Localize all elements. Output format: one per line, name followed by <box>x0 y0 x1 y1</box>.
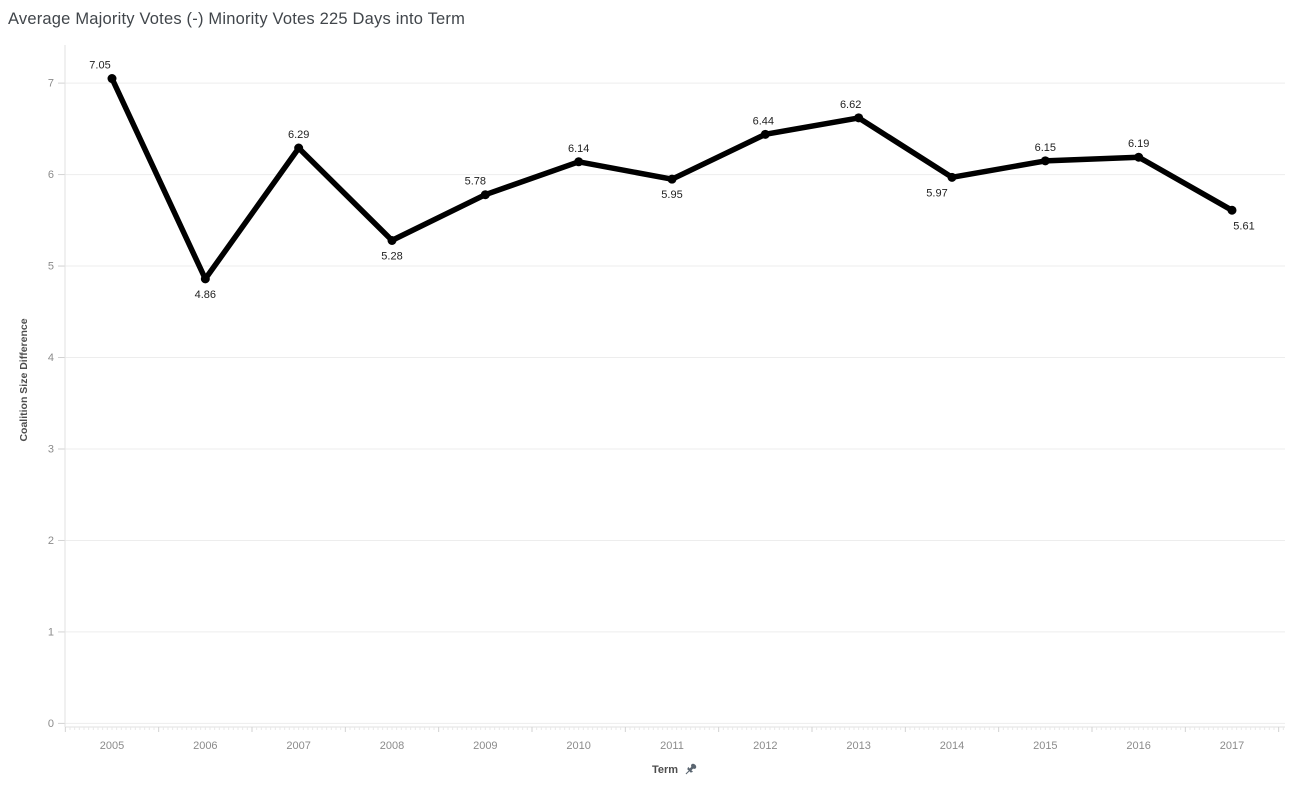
data-label-2006: 4.86 <box>195 289 216 301</box>
x-tick-label-2016: 2016 <box>1126 740 1150 752</box>
x-tick-label-2011: 2011 <box>660 740 684 752</box>
y-tick-label: 3 <box>48 443 54 455</box>
x-tick-label-2008: 2008 <box>380 740 404 752</box>
chart-title: Average Majority Votes (-) Minority Vote… <box>8 10 466 28</box>
data-point-2008[interactable] <box>387 235 397 245</box>
x-axis-title-label: Term <box>651 763 679 776</box>
y-tick-label: 7 <box>48 78 54 90</box>
x-tick-label-2005: 2005 <box>100 740 124 752</box>
data-point-2015[interactable] <box>1040 156 1050 166</box>
x-axis-title: Term <box>652 762 698 777</box>
data-label-2005: 7.05 <box>89 60 110 72</box>
x-tick-label-2012: 2012 <box>753 740 777 752</box>
x-tick-label-2015: 2015 <box>1033 740 1057 752</box>
data-point-2006[interactable] <box>200 274 210 284</box>
data-label-2014: 5.97 <box>926 187 947 199</box>
data-label-2015: 6.15 <box>1035 142 1056 154</box>
data-point-2009[interactable] <box>480 190 490 200</box>
y-tick-label: 0 <box>48 718 54 730</box>
y-tick-label: 6 <box>48 169 54 181</box>
data-label-2017: 5.61 <box>1233 220 1254 232</box>
x-tick-label-2013: 2013 <box>846 740 870 752</box>
data-point-2014[interactable] <box>947 172 957 182</box>
data-label-2012: 6.44 <box>753 115 774 127</box>
x-tick-label-2017: 2017 <box>1220 740 1244 752</box>
pin-icon[interactable] <box>683 762 698 777</box>
x-tick-label-2007: 2007 <box>286 740 310 752</box>
data-point-2011[interactable] <box>667 174 677 184</box>
data-label-2010: 6.14 <box>568 143 589 155</box>
data-point-2010[interactable] <box>574 157 584 167</box>
data-point-2005[interactable] <box>107 74 117 84</box>
x-tick-label-2014: 2014 <box>940 740 964 752</box>
data-label-2008: 5.28 <box>381 250 402 262</box>
data-label-2016: 6.19 <box>1128 138 1149 150</box>
data-label-2007: 6.29 <box>288 129 309 141</box>
y-tick-label: 4 <box>48 352 54 364</box>
data-label-2013: 6.62 <box>840 99 861 111</box>
y-tick-label: 5 <box>48 261 54 273</box>
data-point-2007[interactable] <box>294 143 304 153</box>
x-tick-label-2009: 2009 <box>473 740 497 752</box>
data-label-2011: 5.95 <box>661 189 682 201</box>
data-point-2016[interactable] <box>1134 152 1144 162</box>
x-tick-label-2010: 2010 <box>566 740 590 752</box>
data-point-2017[interactable] <box>1227 205 1237 215</box>
y-tick-label: 1 <box>48 626 54 638</box>
data-label-2009: 5.78 <box>465 176 486 188</box>
x-tick-label-2006: 2006 <box>193 740 217 752</box>
y-tick-label: 2 <box>48 535 54 547</box>
data-point-2013[interactable] <box>854 113 864 123</box>
data-point-2012[interactable] <box>760 129 770 139</box>
